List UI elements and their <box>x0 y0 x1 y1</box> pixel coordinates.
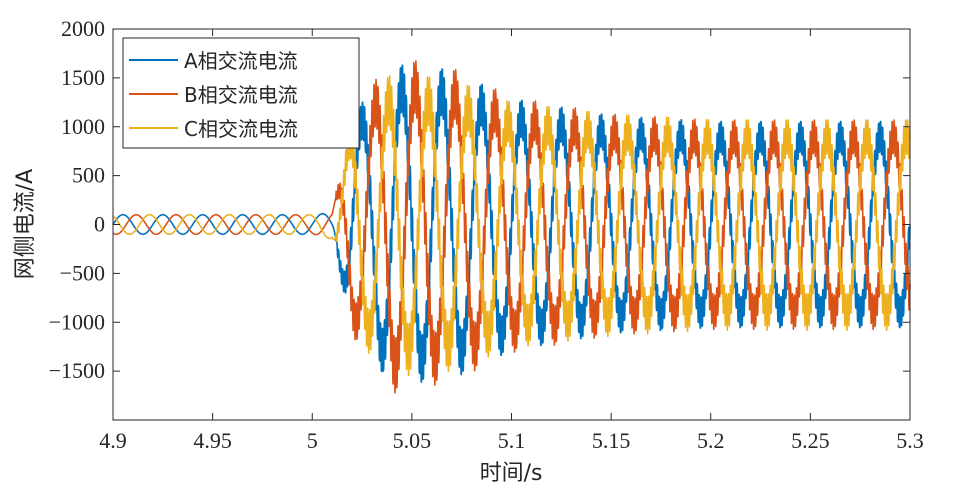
y-tick-label: 1500 <box>61 65 105 90</box>
x-tick-label: 4.9 <box>99 428 127 453</box>
series-line <box>112 60 911 394</box>
x-tick-label: 5.15 <box>592 428 631 453</box>
y-tick-label: 1000 <box>61 114 105 139</box>
legend-label: B相交流电流 <box>184 83 298 107</box>
x-tick-label: 4.95 <box>193 428 232 453</box>
legend-label: A相交流电流 <box>184 49 298 73</box>
x-axis-label: 时间/s <box>480 461 543 486</box>
legend: A相交流电流 B相交流电流 C相交流电流 <box>122 37 360 149</box>
x-tick-label: 5.05 <box>393 428 432 453</box>
x-tick-label: 5.3 <box>896 428 924 453</box>
y-tick-label: 2000 <box>61 16 105 41</box>
x-tick-label: 5 <box>307 428 318 453</box>
series-line <box>112 64 911 383</box>
y-axis-label: 网侧电流/A <box>13 169 38 279</box>
series-layer <box>112 60 911 394</box>
y-tick-label: 500 <box>72 163 105 188</box>
x-tick-label: 5.25 <box>791 428 830 453</box>
ticks-layer: 4.9 4.95 5 5.05 5.1 5.15 5.2 5.25 5.3 2000 1500 100… <box>49 16 924 453</box>
y-tick-label: 0 <box>94 212 105 237</box>
legend-label: C相交流电流 <box>184 117 298 141</box>
series-line <box>112 75 911 377</box>
x-tick-label: 5.2 <box>697 428 725 453</box>
y-tick-label: −1000 <box>49 309 105 334</box>
y-tick-label: −500 <box>60 260 105 285</box>
x-tick-label: 5.1 <box>498 428 526 453</box>
y-tick-label: −1500 <box>49 358 105 383</box>
